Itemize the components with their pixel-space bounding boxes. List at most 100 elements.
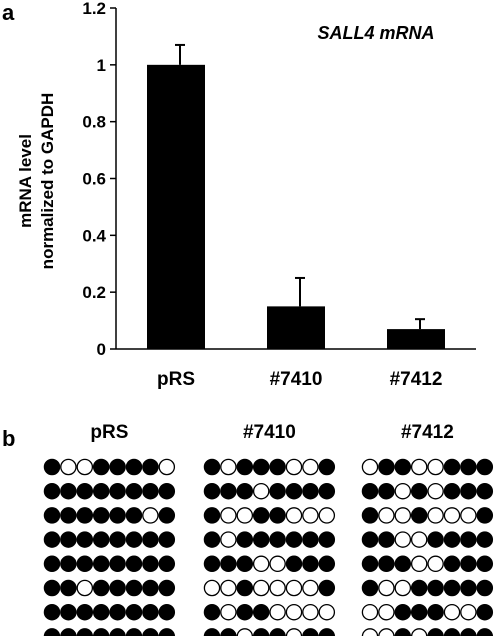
- methylated-cpg-dot: [285, 531, 303, 548]
- methylated-cpg-dot: [76, 482, 94, 500]
- bar-chart: SALL4 mRNA mRNA level normalized to GAPD…: [16, 0, 476, 390]
- methylated-cpg-dot: [252, 458, 270, 476]
- methylated-cpg-dot: [92, 628, 110, 636]
- y-tick-label: 0.2: [82, 283, 106, 302]
- unmethylated-cpg-dot: [285, 458, 303, 476]
- methylated-cpg-dot: [269, 482, 286, 500]
- methylated-cpg-dot: [125, 579, 143, 597]
- chart-title: SALL4 mRNA: [317, 23, 434, 43]
- methylated-cpg-dot: [318, 531, 336, 548]
- methylated-cpg-dot: [410, 507, 428, 524]
- methylated-cpg-dot: [125, 628, 143, 636]
- methylated-cpg-dot: [476, 531, 494, 548]
- y-tick-label: 0.6: [82, 170, 106, 189]
- methylated-cpg-dot: [203, 507, 221, 524]
- methylated-cpg-dot: [427, 579, 444, 597]
- methylated-cpg-dot: [443, 579, 461, 597]
- methylated-cpg-dot: [410, 603, 428, 621]
- methylation-group-label: #7412: [401, 422, 454, 443]
- methylation-group: #7412: [361, 422, 494, 636]
- methylated-cpg-dot: [203, 628, 221, 636]
- methylated-cpg-dot: [60, 531, 77, 548]
- methylated-cpg-dot: [142, 628, 159, 636]
- methylated-cpg-dot: [361, 579, 379, 597]
- unmethylated-cpg-dot: [460, 603, 477, 621]
- x-tick-label: #7412: [390, 369, 443, 390]
- methylated-cpg-dot: [142, 579, 159, 597]
- panel-b-letter: b: [2, 426, 15, 451]
- methylated-cpg-dot: [460, 579, 477, 597]
- unmethylated-cpg-dot: [269, 555, 286, 573]
- methylated-cpg-dot: [220, 628, 237, 636]
- methylated-cpg-dot: [109, 482, 126, 500]
- unmethylated-cpg-dot: [361, 603, 379, 621]
- methylation-group: #7410: [203, 422, 336, 636]
- methylated-cpg-dot: [60, 579, 77, 597]
- x-tick-label: #7410: [270, 369, 323, 390]
- y-tick-label: 0.4: [82, 226, 106, 245]
- unmethylated-cpg-dot: [220, 603, 237, 621]
- unmethylated-cpg-dot: [318, 507, 336, 524]
- unmethylated-cpg-dot: [410, 458, 428, 476]
- unmethylated-cpg-dot: [302, 458, 319, 476]
- x-axis-labels: pRS #7410 #7412: [157, 369, 442, 390]
- unmethylated-cpg-dot: [378, 628, 395, 636]
- methylation-group-label: #7410: [243, 422, 296, 443]
- methylated-cpg-dot: [394, 458, 412, 476]
- methylated-cpg-dot: [43, 579, 61, 597]
- unmethylated-cpg-dot: [252, 579, 270, 597]
- unmethylated-cpg-dot: [394, 507, 412, 524]
- y-tick-label: 0: [97, 340, 106, 359]
- unmethylated-cpg-dot: [220, 458, 237, 476]
- unmethylated-cpg-dot: [252, 555, 270, 573]
- methylated-cpg-dot: [158, 628, 176, 636]
- methylated-cpg-dot: [43, 507, 61, 524]
- unmethylated-cpg-dot: [394, 579, 412, 597]
- methylated-cpg-dot: [60, 555, 77, 573]
- methylated-cpg-dot: [43, 482, 61, 500]
- methylation-group: pRS: [43, 422, 176, 636]
- methylated-cpg-dot: [476, 482, 494, 500]
- methylated-cpg-dot: [361, 531, 379, 548]
- y-tick-label: 1.2: [82, 0, 106, 18]
- unmethylated-cpg-dot: [60, 458, 77, 476]
- methylated-cpg-dot: [220, 482, 237, 500]
- methylated-cpg-dot: [92, 603, 110, 621]
- methylated-cpg-dot: [460, 628, 477, 636]
- methylated-cpg-dot: [427, 603, 444, 621]
- methylated-cpg-dot: [318, 458, 336, 476]
- y-tick-label: 1: [97, 56, 106, 75]
- unmethylated-cpg-dot: [285, 603, 303, 621]
- methylated-cpg-dot: [378, 531, 395, 548]
- bars: [147, 64, 445, 349]
- y-axis-label: mRNA level normalized to GAPDH: [16, 93, 57, 270]
- methylated-cpg-dot: [378, 555, 395, 573]
- methylated-cpg-dot: [76, 603, 94, 621]
- methylated-cpg-dot: [92, 458, 110, 476]
- unmethylated-cpg-dot: [285, 507, 303, 524]
- methylated-cpg-dot: [203, 458, 221, 476]
- methylated-cpg-dot: [158, 531, 176, 548]
- methylated-cpg-dot: [142, 531, 159, 548]
- unmethylated-cpg-dot: [410, 628, 428, 636]
- methylated-cpg-dot: [361, 555, 379, 573]
- methylated-cpg-dot: [460, 482, 477, 500]
- unmethylated-cpg-dot: [76, 458, 94, 476]
- unmethylated-cpg-dot: [427, 507, 444, 524]
- panel-a-letter: a: [2, 0, 15, 25]
- bar: [267, 306, 325, 349]
- methylated-cpg-dot: [76, 531, 94, 548]
- methylated-cpg-dot: [125, 603, 143, 621]
- methylated-cpg-dot: [92, 507, 110, 524]
- methylated-cpg-dot: [476, 507, 494, 524]
- unmethylated-cpg-dot: [378, 603, 395, 621]
- unmethylated-cpg-dot: [285, 628, 303, 636]
- methylated-cpg-dot: [443, 458, 461, 476]
- unmethylated-cpg-dot: [443, 603, 461, 621]
- unmethylated-cpg-dot: [302, 603, 319, 621]
- unmethylated-cpg-dot: [361, 628, 379, 636]
- unmethylated-cpg-dot: [302, 579, 319, 597]
- methylated-cpg-dot: [92, 482, 110, 500]
- methylated-cpg-dot: [460, 531, 477, 548]
- methylated-cpg-dot: [109, 531, 126, 548]
